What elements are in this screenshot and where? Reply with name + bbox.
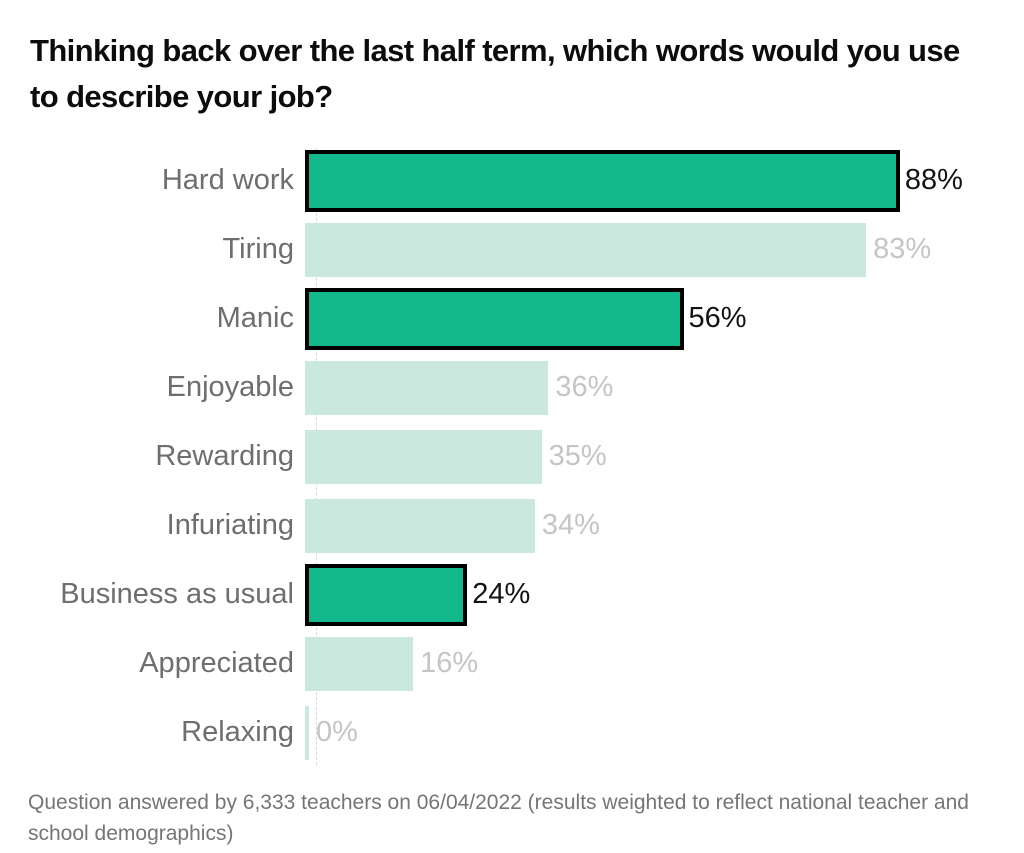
bar-chart: Hard work 88% Tiring 83% Manic 56% Enjoyable 36… [0,146,1024,767]
bar-track-appreciated: 16% [305,636,981,691]
chart-row-relaxing: Relaxing 0% [0,698,1024,767]
chart-row-infuriating: Infuriating 34% [0,491,1024,560]
category-label-manic: Manic [216,302,294,334]
category-label-tiring: Tiring [222,233,294,265]
value-label-hard-work: 88% [904,164,963,196]
category-label-infuriating: Infuriating [166,509,294,541]
chart-rows: Hard work 88% Tiring 83% Manic 56% Enjoyable 36… [0,146,1024,767]
value-label-infuriating: 34% [541,509,600,541]
bar-hard-work [305,149,900,212]
chart-row-manic: Manic 56% [0,284,1024,353]
bar-track-business-as-usual: 24% [305,563,981,626]
bar-track-relaxing: 0% [305,705,981,760]
bar-business-as-usual [305,563,468,626]
chart-row-rewarding: Rewarding 35% [0,422,1024,491]
category-label-business-as-usual: Business as usual [60,578,294,610]
bar-track-hard-work: 88% [305,149,981,212]
value-label-manic: 56% [688,302,747,334]
chart-row-tiring: Tiring 83% [0,215,1024,284]
chart-row-appreciated: Appreciated 16% [0,629,1024,698]
category-label-rewarding: Rewarding [155,440,294,472]
chart-row-enjoyable: Enjoyable 36% [0,353,1024,422]
bar-track-rewarding: 35% [305,429,981,484]
chart-title: Thinking back over the last half term, w… [30,33,960,114]
bar-track-enjoyable: 36% [305,360,981,415]
bar-track-manic: 56% [305,287,981,350]
bar-manic [305,287,684,350]
source-note: Question answered by 6,333 teachers on 0… [28,791,969,845]
bar-rewarding [305,429,542,484]
chart-row-business-as-usual: Business as usual 24% [0,560,1024,629]
bar-infuriating [305,498,535,553]
category-label-enjoyable: Enjoyable [166,371,294,403]
value-label-relaxing: 0% [316,716,358,748]
value-label-appreciated: 16% [420,647,479,679]
bar-tiring [305,222,867,277]
category-label-appreciated: Appreciated [139,647,294,679]
value-label-rewarding: 35% [548,440,607,472]
bar-enjoyable [305,360,549,415]
value-label-enjoyable: 36% [555,371,614,403]
bar-relaxing [305,705,309,760]
bar-track-tiring: 83% [305,222,981,277]
bar-track-infuriating: 34% [305,498,981,553]
category-label-hard-work: Hard work [161,164,294,196]
value-label-tiring: 83% [873,233,932,265]
bar-appreciated [305,636,414,691]
chart-row-hard-work: Hard work 88% [0,146,1024,215]
value-label-business-as-usual: 24% [472,578,531,610]
category-label-relaxing: Relaxing [181,716,294,748]
